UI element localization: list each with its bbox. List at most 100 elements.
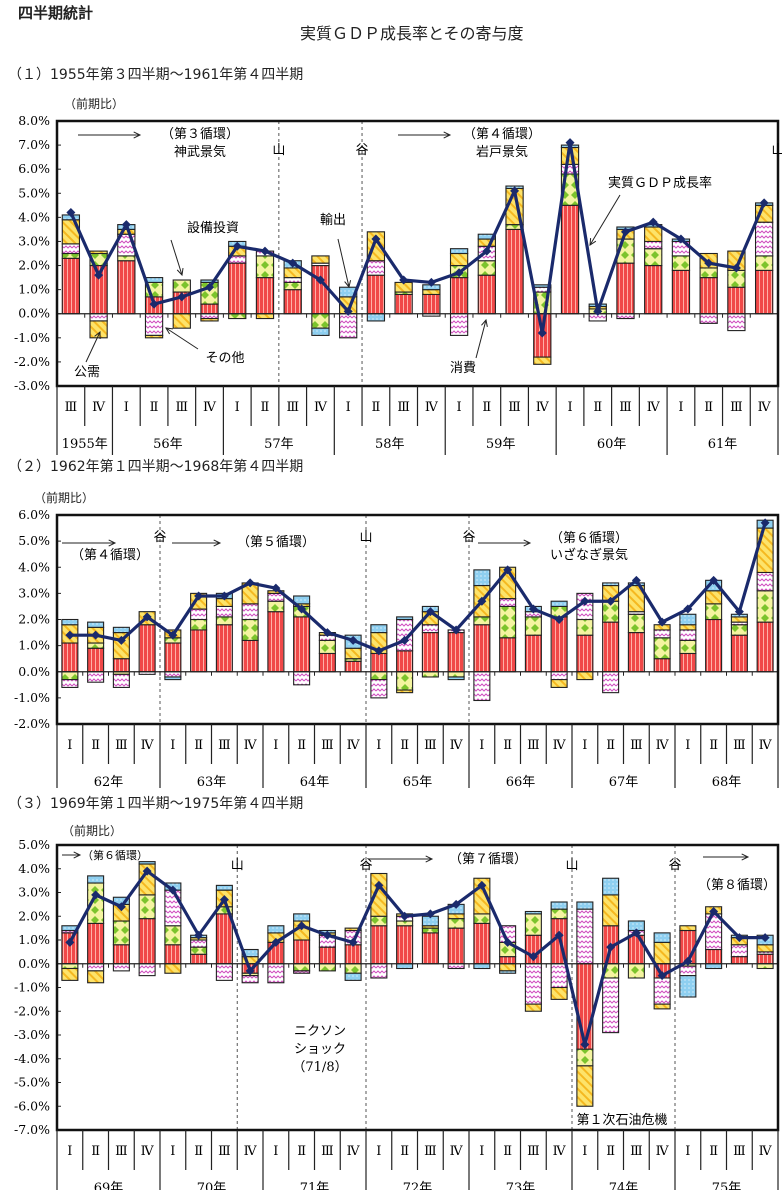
y-tick-label: -1.0%: [14, 330, 50, 345]
x-quarter-label: Ⅲ: [176, 400, 189, 415]
bar-segment-public: [756, 944, 774, 953]
x-quarter-label: Ⅰ: [170, 1144, 175, 1159]
gdp-point-marker: [537, 328, 547, 338]
x-quarter-label: Ⅳ: [141, 738, 155, 753]
x-quarter-label: Ⅳ: [425, 400, 439, 415]
bar-segment-other: [653, 977, 671, 1005]
annotation-boom6: いざなぎ景気: [550, 547, 628, 563]
x-year-label: 64年: [300, 775, 330, 788]
bar-segment-exports: [396, 963, 414, 970]
gdp-point-marker: [528, 604, 538, 614]
x-year-label: 67年: [609, 775, 639, 788]
bar-segment-capex: [112, 920, 130, 946]
gdp-point-marker: [631, 928, 641, 938]
gdp-growth-line: [69, 522, 767, 653]
bar-segment-consumption: [370, 652, 388, 673]
bar-segment-capex: [473, 913, 491, 924]
bar-segment-exports: [366, 313, 386, 322]
y-tick-label: 1.0%: [18, 638, 50, 653]
cycle-turn-label: 谷: [359, 858, 372, 873]
gdp-point-marker: [503, 565, 513, 575]
x-quarter-label: Ⅱ: [150, 400, 159, 415]
x-quarter-label: Ⅳ: [347, 738, 361, 753]
annotation-cycle7: （第７循環）: [449, 852, 527, 867]
bar-segment-public: [200, 317, 219, 322]
x-year-label: 75年: [712, 1181, 742, 1190]
bar-segment-consumption: [318, 946, 336, 965]
bar-segment-capex: [87, 642, 105, 649]
x-quarter-label: Ⅰ: [678, 400, 683, 415]
bar-segment-capex: [653, 637, 671, 660]
y-tick-label: -2.0%: [14, 1003, 50, 1018]
gdp-point-marker: [734, 933, 744, 943]
annotation-cycle3: （第３循環）: [161, 127, 239, 142]
gdp-point-marker: [606, 596, 616, 606]
annotation-arrow: [165, 327, 199, 350]
annotation-arrow: [589, 194, 621, 246]
x-quarter-label: Ⅳ: [450, 738, 464, 753]
arrow-head-icon: [73, 851, 82, 859]
gdp-point-marker: [65, 630, 75, 640]
x-quarter-label: Ⅳ: [553, 738, 567, 753]
bar-segment-public: [653, 1003, 671, 1010]
x-quarter-label: Ⅳ: [244, 1144, 258, 1159]
bar-segment-other: [190, 608, 208, 621]
x-quarter-label: Ⅱ: [400, 1144, 409, 1159]
annotation-cycle6: （第６循環）: [82, 848, 148, 862]
x-year-label: 68年: [712, 775, 742, 788]
y-tick-label: 2.0%: [18, 612, 50, 627]
arrow-head-icon: [133, 131, 142, 139]
annotation-cycle8: （第８循環）: [698, 878, 776, 893]
x-quarter-label: Ⅲ: [730, 400, 743, 415]
section-title-1: （１）1955年第３四半期～1961年第４四半期: [8, 67, 304, 83]
gdp-point-marker: [94, 270, 104, 280]
bar-segment-exports: [396, 616, 414, 621]
x-quarter-label: Ⅱ: [400, 738, 409, 753]
gdp-point-marker: [734, 607, 744, 617]
bar-segment-exports: [576, 901, 594, 910]
annotation-other: その他: [205, 351, 244, 366]
gdp-point-marker: [271, 937, 281, 947]
bar-segment-other: [473, 671, 491, 702]
bar-segment-consumption: [190, 953, 208, 965]
x-quarter-label: Ⅱ: [503, 1144, 512, 1159]
y-tick-label: 0.0%: [18, 306, 50, 321]
y-tick-label: 3.0%: [18, 885, 50, 900]
x-quarter-label: Ⅱ: [709, 738, 718, 753]
annotation-arrow: [475, 319, 487, 359]
bar-segment-exports: [550, 901, 568, 910]
gdp-point-marker: [149, 299, 159, 309]
bar-segment-consumption: [138, 918, 156, 965]
bar-segment-public: [705, 590, 723, 605]
gdp-point-marker: [683, 604, 693, 614]
bar-segment-capex: [756, 590, 774, 623]
bar-segment-other: [112, 963, 130, 972]
bar-segment-other: [293, 970, 311, 974]
bar-segment-public: [576, 1065, 594, 1107]
bar-segment-capex: [756, 963, 774, 970]
x-quarter-label: Ⅳ: [92, 400, 106, 415]
x-year-label: 66年: [506, 775, 536, 788]
x-quarter-label: Ⅳ: [347, 1144, 361, 1159]
section-title-3: （３）1969年第１四半期～1975年第４四半期: [8, 796, 304, 812]
annotation-cycle4: （第４循環）: [463, 127, 541, 142]
bar-segment-public: [756, 527, 774, 574]
gdp-point-marker: [426, 277, 436, 287]
arrow-head-icon: [94, 330, 101, 340]
x-year-label: 62年: [94, 775, 124, 788]
bar-segment-other: [87, 963, 105, 972]
x-quarter-label: Ⅳ: [759, 1144, 773, 1159]
x-year-label: 59年: [486, 437, 516, 452]
bar-segment-consumption: [653, 658, 671, 673]
annotation-cycle6: （第６循環）: [550, 531, 628, 546]
gdp-point-marker: [759, 198, 769, 208]
gdp-point-marker: [260, 246, 270, 256]
bar-segment-consumption: [560, 204, 580, 315]
gdp-point-marker: [580, 596, 590, 606]
bar-segment-consumption: [447, 632, 465, 673]
gdp-point-marker: [454, 268, 464, 278]
bar-segment-capex: [627, 613, 645, 634]
bar-segment-capex: [550, 908, 568, 920]
bar-segment-capex: [61, 963, 79, 970]
bar-segment-consumption: [756, 953, 774, 965]
